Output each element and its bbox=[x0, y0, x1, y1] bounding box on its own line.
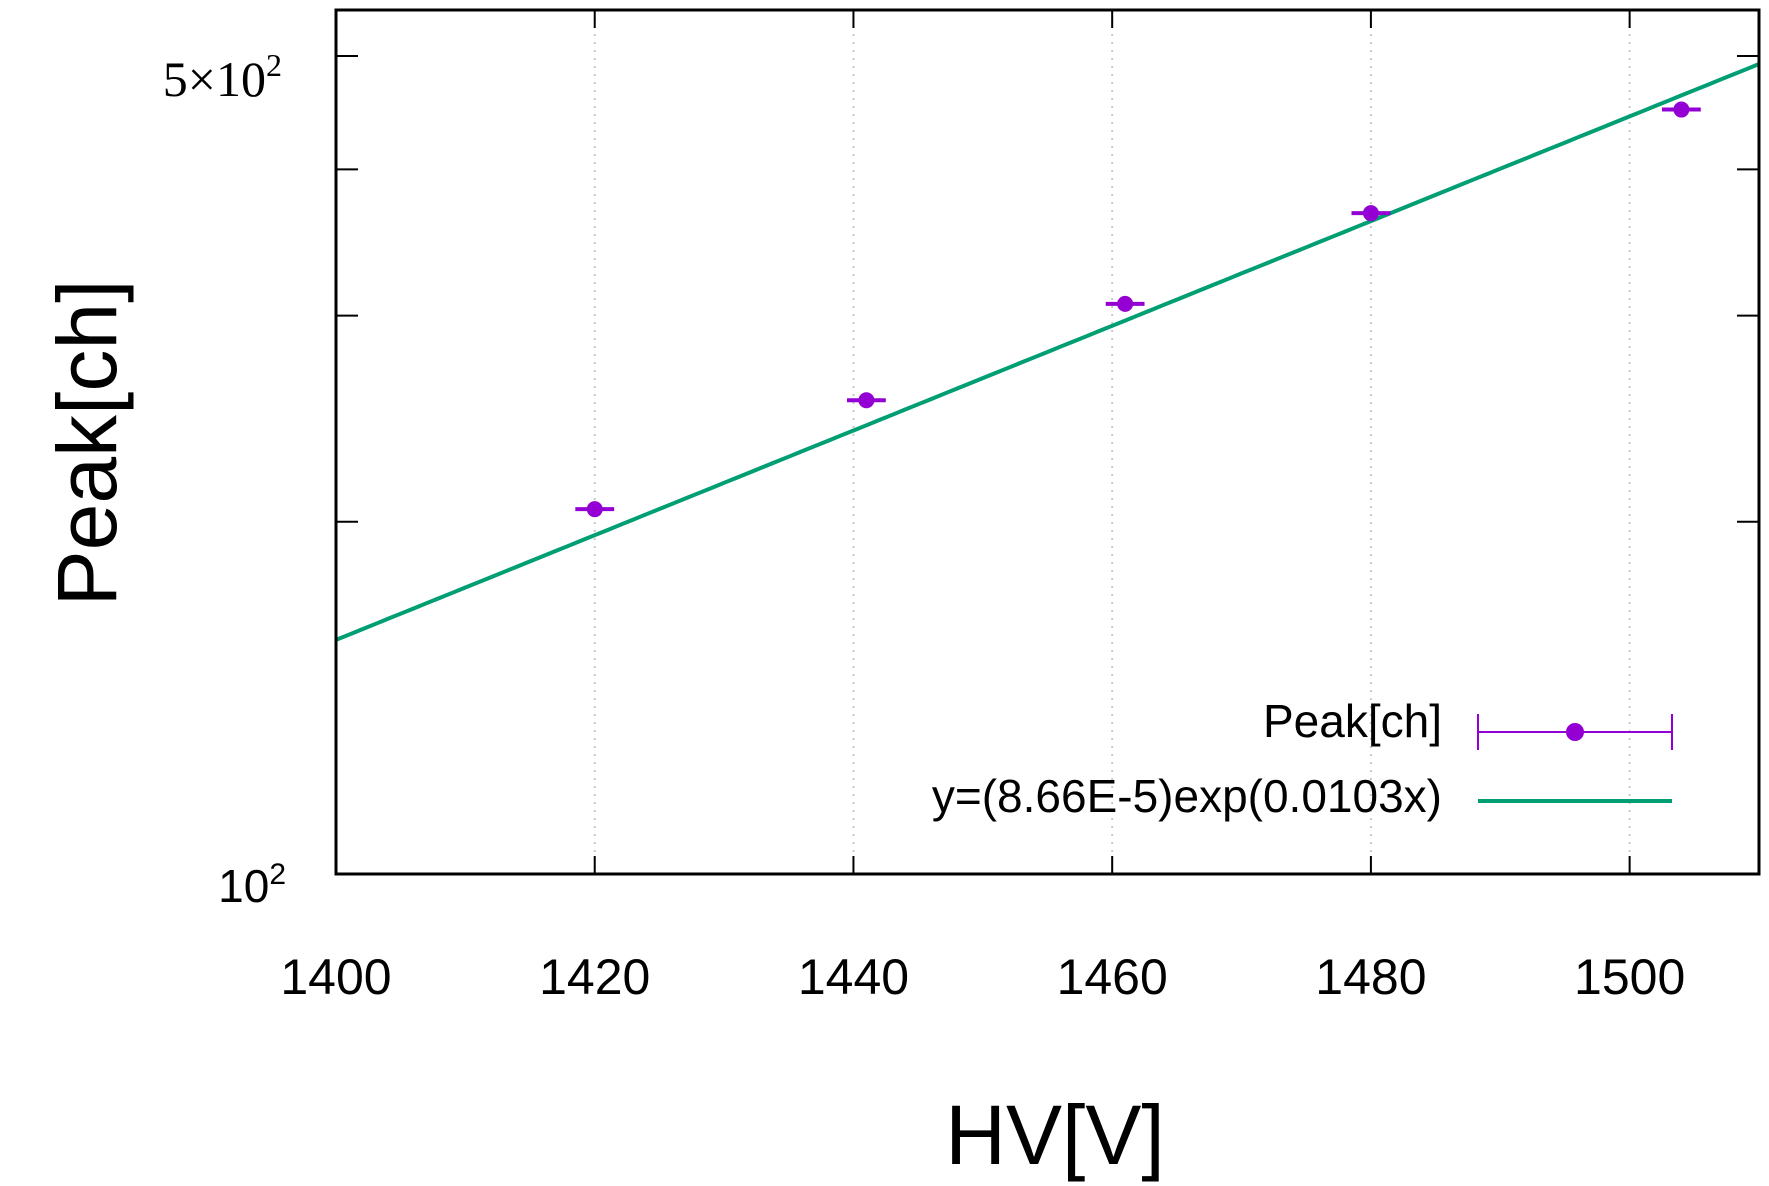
y-tick-label-high: 5×102 bbox=[163, 47, 282, 107]
legend-entry-fit-label: y=(8.66E-5)exp(0.0103x) bbox=[932, 770, 1442, 822]
x-tick-label-1480: 1480 bbox=[1315, 949, 1426, 1005]
legend-entry-peak-label: Peak[ch] bbox=[1263, 695, 1442, 747]
x-tick-label-1460: 1460 bbox=[1057, 949, 1168, 1005]
x-tick-label-1440: 1440 bbox=[798, 949, 909, 1005]
axis-ticks bbox=[335, 10, 1759, 875]
data-point-1441 bbox=[858, 392, 875, 409]
fit-line bbox=[335, 62, 1760, 642]
y-tick-label-low: 102 bbox=[218, 858, 286, 912]
y-tick-label-low-base: 10 bbox=[218, 860, 269, 912]
y-axis-label: Peak[ch] bbox=[40, 280, 134, 607]
legend-entry-peak-sample bbox=[1477, 714, 1673, 750]
x-tick-label-1400: 1400 bbox=[280, 949, 391, 1005]
plot-data bbox=[335, 62, 1760, 642]
plot-frame bbox=[334, 8, 1761, 876]
y-tick-label-high-mantissa: 5×10 bbox=[163, 51, 266, 107]
x-tick-label-1420: 1420 bbox=[539, 949, 650, 1005]
y-tick-label-low-exp: 2 bbox=[269, 858, 286, 891]
data-point-1504 bbox=[1673, 101, 1690, 118]
y-tick-label-high-exp: 2 bbox=[266, 47, 282, 83]
legend: Peak[ch] y=(8.66E-5)exp(0.0103x) bbox=[932, 695, 1673, 822]
grid bbox=[593, 10, 1631, 874]
x-tick-labels: 1400 1420 1440 1460 1480 1500 bbox=[280, 949, 1685, 1005]
x-axis-label: HV[V] bbox=[945, 1088, 1164, 1182]
data-point-1461 bbox=[1117, 295, 1134, 312]
data-point-1420 bbox=[586, 501, 603, 518]
legend-point bbox=[1566, 723, 1584, 741]
data-point-1480 bbox=[1362, 205, 1379, 222]
x-tick-label-1500: 1500 bbox=[1574, 949, 1685, 1005]
